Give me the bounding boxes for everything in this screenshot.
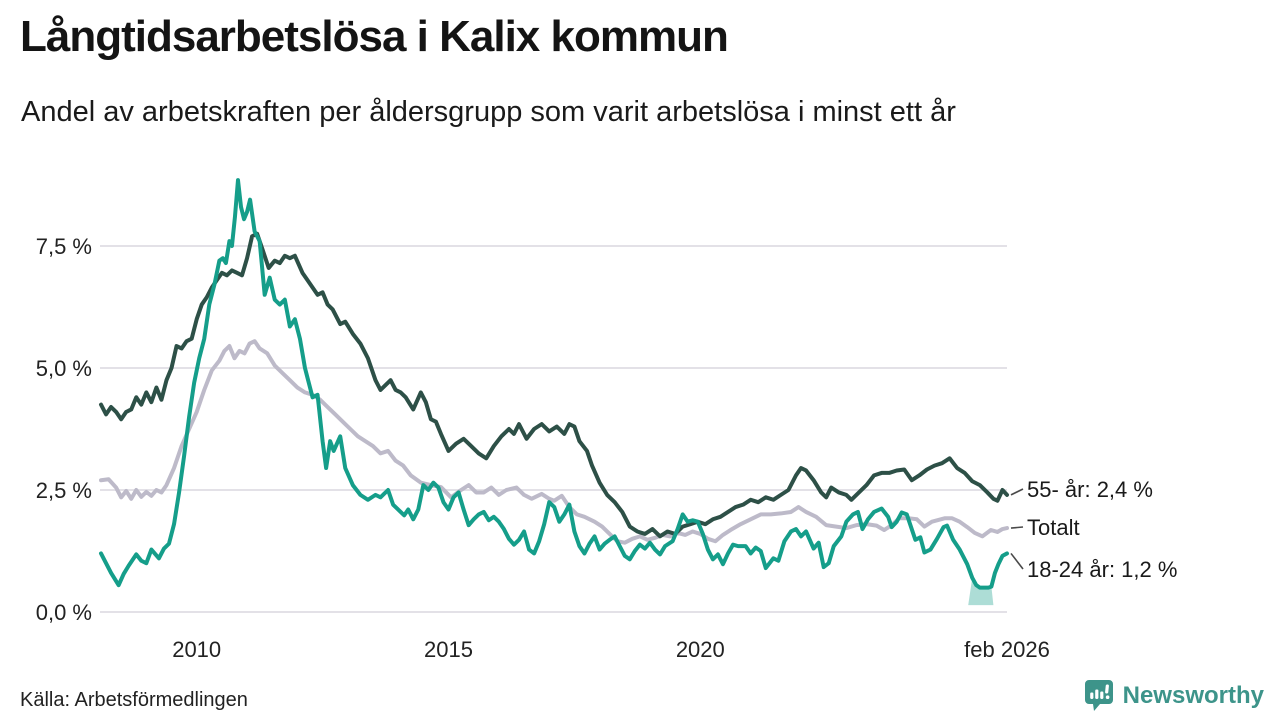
label-connector-55-år <box>1010 488 1024 496</box>
label-connector-18-24år <box>1010 552 1024 570</box>
y-tick-label: 2,5 % <box>36 478 92 503</box>
chart-subtitle: Andel av arbetskraften per åldersgrupp s… <box>21 96 956 128</box>
brand-name: Newsworthy <box>1122 681 1264 709</box>
newsworthy-icon <box>1084 680 1113 711</box>
label-connector-Totalt <box>1010 526 1024 529</box>
series-line-Totalt <box>99 339 1009 545</box>
x-tick-label: 2020 <box>676 637 725 662</box>
y-tick-label: 0,0 % <box>36 600 92 625</box>
source-note: Källa: Arbetsförmedlingen <box>20 689 248 711</box>
series-end-label: 18-24 år: 1,2 % <box>1027 557 1177 582</box>
x-tick-label: feb 2026 <box>964 637 1050 662</box>
series-end-label: Totalt <box>1027 515 1080 540</box>
series-line-18-24år <box>99 178 1009 590</box>
series-end-label: 55- år: 2,4 % <box>1027 477 1153 502</box>
y-tick-label: 7,5 % <box>36 234 92 259</box>
x-tick-label: 2010 <box>172 637 221 662</box>
record-low-highlight <box>968 577 994 606</box>
brand-logo: Newsworthy <box>1084 679 1264 712</box>
y-tick-label: 5,0 % <box>36 356 92 381</box>
chart-title: Långtidsarbetslösa i Kalix kommun <box>20 12 729 61</box>
x-tick-label: 2015 <box>424 637 473 662</box>
series-line-55-år <box>99 231 1009 539</box>
